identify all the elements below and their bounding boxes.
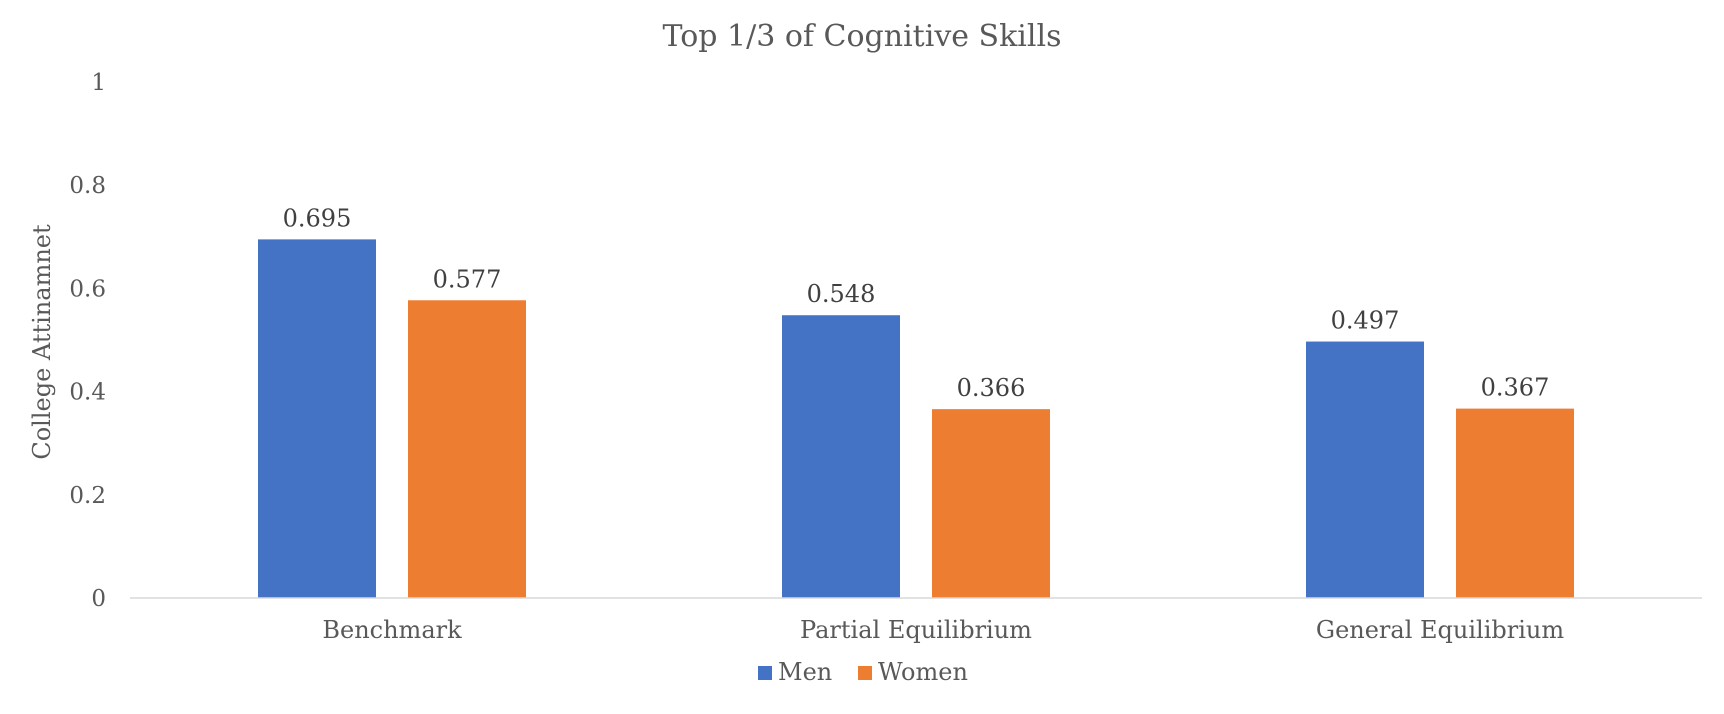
y-tick-label: 0.8 xyxy=(69,173,106,199)
bar-women-2 xyxy=(1456,408,1574,598)
y-axis-ticks: 0 0.2 0.4 0.6 0.8 1 xyxy=(69,70,106,612)
data-label: 0.695 xyxy=(283,204,352,232)
y-tick-label: 0.6 xyxy=(69,276,106,302)
legend-swatch-men xyxy=(758,666,772,680)
y-tick-label: 1 xyxy=(91,70,106,96)
y-tick-label: 0.2 xyxy=(69,483,106,509)
legend: Men Women xyxy=(758,658,968,686)
legend-label-men: Men xyxy=(778,658,832,686)
data-label: 0.366 xyxy=(957,374,1026,402)
x-axis-categories: Benchmark Partial Equilibrium General Equi… xyxy=(322,616,1564,644)
y-axis-label: College Attinamnet xyxy=(28,224,56,460)
data-label: 0.367 xyxy=(1481,374,1550,402)
bar-men-0 xyxy=(258,239,376,598)
data-label: 0.497 xyxy=(1331,307,1400,335)
bar-women-0 xyxy=(408,300,526,598)
data-labels: 0.695 0.577 0.548 0.366 0.497 0.367 xyxy=(283,204,1550,402)
y-tick-label: 0.4 xyxy=(69,380,106,406)
chart-title: Top 1/3 of Cognitive Skills xyxy=(663,19,1062,54)
data-label: 0.548 xyxy=(807,280,876,308)
x-category-label: General Equilibrium xyxy=(1316,616,1564,644)
x-category-label: Benchmark xyxy=(322,616,462,644)
bar-men-1 xyxy=(782,315,900,598)
bar-women-1 xyxy=(932,409,1050,598)
bars xyxy=(258,239,1574,598)
data-label: 0.577 xyxy=(433,265,502,293)
x-category-label: Partial Equilibrium xyxy=(800,616,1032,644)
bar-men-2 xyxy=(1306,341,1424,598)
legend-label-women: Women xyxy=(878,658,968,686)
y-tick-label: 0 xyxy=(91,586,106,612)
legend-swatch-women xyxy=(858,666,872,680)
